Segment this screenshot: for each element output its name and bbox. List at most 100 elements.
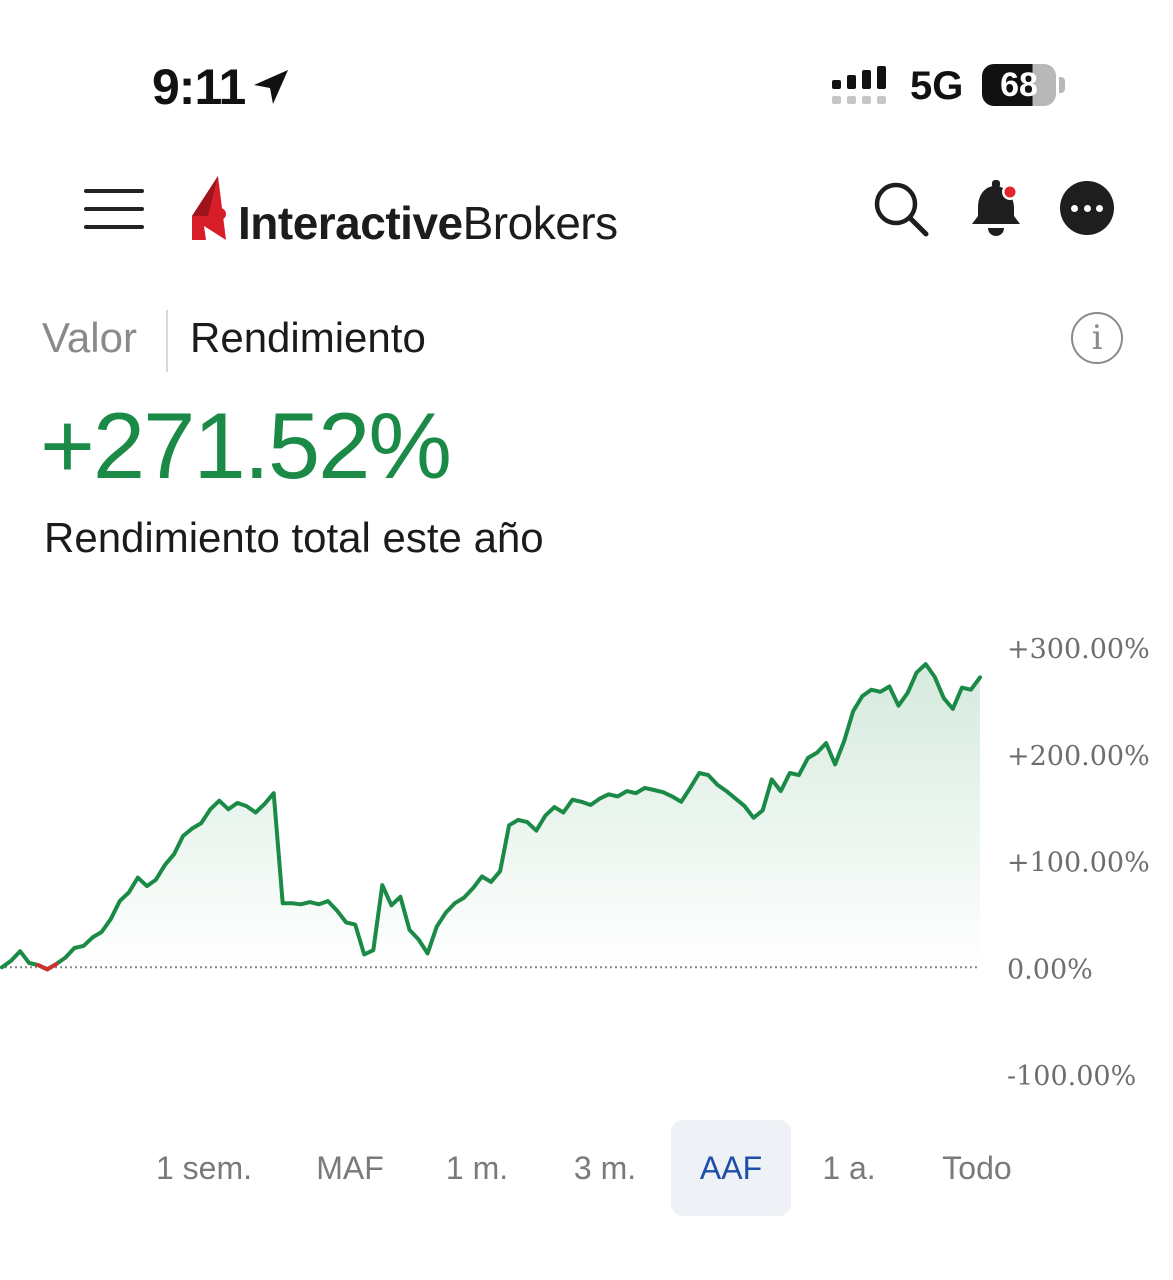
menu-icon[interactable] [84, 188, 144, 230]
more-dot [1083, 205, 1091, 212]
total-return-value: +271.52% [40, 393, 452, 498]
data-point [480, 875, 484, 879]
data-point [326, 899, 330, 903]
data-point [815, 751, 819, 755]
data-point [878, 690, 882, 694]
data-point [154, 878, 158, 882]
data-point [580, 800, 584, 804]
data-point [860, 694, 864, 698]
data-point [181, 834, 185, 838]
data-point [543, 814, 547, 818]
info-icon[interactable]: i [1071, 312, 1123, 364]
data-point [552, 805, 556, 809]
range-button-1-a[interactable]: 1 a. [822, 1149, 876, 1186]
y-tick-label: +200.00% [1007, 741, 1150, 772]
more-dot [1071, 205, 1078, 212]
data-point [100, 930, 104, 934]
data-point [281, 901, 285, 905]
data-point [625, 789, 629, 793]
data-point [679, 800, 683, 804]
data-point [489, 880, 493, 884]
data-point [453, 901, 457, 905]
range-button-1-sem[interactable]: 1 sem. [155, 1149, 253, 1186]
bell-icon[interactable] [966, 178, 1026, 238]
data-point [525, 820, 529, 824]
data-point [978, 675, 982, 679]
data-point [887, 684, 891, 688]
data-point [362, 952, 366, 956]
data-point [697, 771, 701, 775]
y-tick-label: +100.00% [1007, 848, 1150, 879]
performance-chart[interactable]: +300.00% +200.00% +100.00% 0.00% -100.00% [0, 600, 1173, 1110]
data-point [534, 829, 538, 833]
range-button-1-m[interactable]: 1 m. [445, 1149, 509, 1186]
data-point [969, 688, 973, 692]
data-point [661, 790, 665, 794]
battery-level: 68 [1000, 66, 1038, 104]
data-point [63, 956, 67, 960]
data-point [634, 791, 638, 795]
data-point [398, 895, 402, 899]
data-point [408, 928, 412, 932]
data-point [571, 798, 575, 802]
data-point [380, 883, 384, 887]
data-point [45, 967, 49, 971]
data-point [299, 902, 303, 906]
data-point [263, 802, 267, 806]
data-point [833, 762, 837, 766]
data-point [516, 818, 520, 822]
data-point [471, 886, 475, 890]
data-point [308, 900, 312, 904]
data-point [724, 789, 728, 793]
series-line [0, 662, 982, 972]
range-button-todo[interactable]: Todo [942, 1149, 1012, 1186]
data-point [353, 923, 357, 927]
data-point [688, 786, 692, 790]
data-point [761, 808, 765, 812]
tab-divider [166, 310, 168, 372]
data-point [0, 965, 4, 969]
data-point [706, 773, 710, 777]
battery-indicator: 68 [982, 64, 1056, 106]
area-fill [2, 664, 980, 970]
brand-logo-mark [192, 176, 226, 240]
status-time: 9:11 [152, 59, 246, 115]
data-point [435, 925, 439, 929]
data-point [371, 948, 375, 952]
brand-bold: Interactive [238, 197, 463, 249]
location-arrow-icon [254, 70, 288, 104]
data-point [589, 803, 593, 807]
data-point [254, 810, 258, 814]
data-point [208, 807, 212, 811]
range-button-3-m[interactable]: 3 m. [573, 1149, 637, 1186]
data-point [770, 777, 774, 781]
data-point [842, 739, 846, 743]
data-point [127, 891, 131, 895]
range-button-maf[interactable]: MAF [316, 1149, 384, 1186]
data-point [498, 869, 502, 873]
data-point [335, 909, 339, 913]
data-point [869, 688, 873, 692]
data-point [779, 789, 783, 793]
data-point [598, 797, 602, 801]
y-tick-label: 0.00% [1007, 954, 1093, 985]
data-point [27, 961, 31, 965]
data-point [226, 807, 230, 811]
data-point [426, 951, 430, 955]
data-point [906, 691, 910, 695]
data-point [561, 810, 565, 814]
search-icon[interactable] [872, 180, 930, 238]
total-return-label: Rendimiento total este año [44, 514, 544, 561]
data-point [743, 804, 747, 808]
data-point [199, 821, 203, 825]
tab-rendimiento[interactable]: Rendimiento [190, 314, 426, 361]
data-point [36, 963, 40, 967]
data-point [344, 920, 348, 924]
data-point [417, 937, 421, 941]
data-point [172, 852, 176, 856]
data-point [933, 675, 937, 679]
more-options-button[interactable] [1060, 181, 1114, 235]
tab-valor[interactable]: Valor [42, 314, 137, 361]
range-button-aaf[interactable]: AAF [671, 1120, 791, 1216]
data-point [788, 771, 792, 775]
